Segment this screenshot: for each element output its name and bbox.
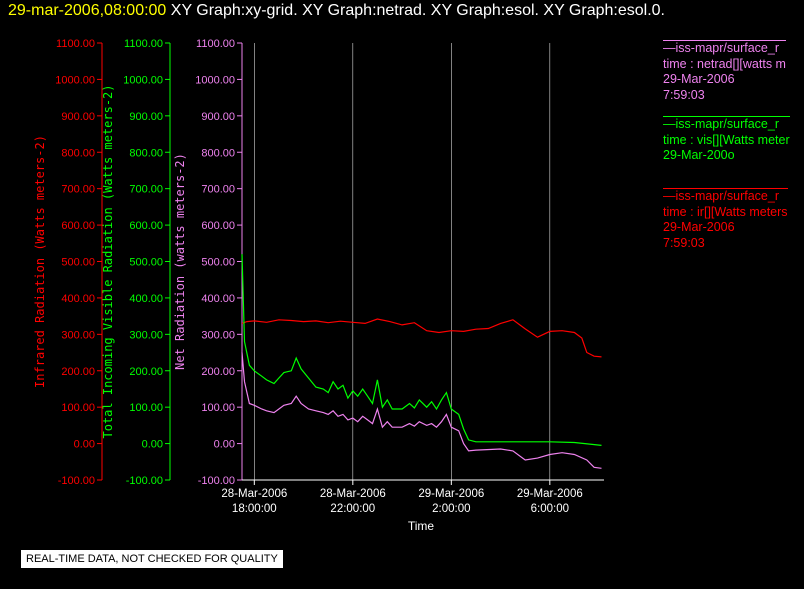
y-tick-label: 300.00 [129,329,163,341]
y-tick-label: 700.00 [129,184,163,196]
y-tick-label: 0.00 [74,439,95,451]
series-line-0 [241,318,602,358]
y-tick-label: 1100.00 [196,38,235,50]
y-tick-label: 800.00 [129,147,163,159]
header: 29-mar-2006,08:00:00 XY Graph:xy-grid. X… [8,2,665,20]
y-tick-label: 300.00 [201,329,235,341]
y-tick-label: 900.00 [129,111,163,123]
y-tick-label: 100.00 [61,402,95,414]
y-tick-label: 0.00 [214,439,235,451]
y-tick-label: 500.00 [129,257,163,269]
x-axis-label: Time [408,519,435,533]
quality-notice: REAL-TIME DATA, NOT CHECKED FOR QUALITY [21,550,283,568]
legend-entry-vis: —iss-mapr/surface_r time : vis[][Watts m… [663,116,790,164]
y-tick-label: 200.00 [129,366,163,378]
y-tick-label: 1000.00 [195,74,235,86]
y-tick-label: 1000.00 [123,74,163,86]
header-graph-list: XY Graph:xy-grid. XY Graph:netrad. XY Gr… [170,2,665,19]
y-tick-label: 800.00 [201,147,235,159]
y-tick-label: 200.00 [201,366,235,378]
x-tick-label: 6:00:00 [531,503,569,515]
x-tick-label: 29-Mar-2006 [418,488,484,500]
y-axis-label: Net Radiation (watts meters-2) [173,153,187,370]
legend-source: —iss-mapr/surface_r [663,188,788,205]
y-tick-label: 300.00 [61,329,95,341]
y-tick-label: 900.00 [201,111,235,123]
y-tick-label: 400.00 [129,293,163,305]
y-tick-label: 100.00 [129,402,163,414]
legend-source: —iss-mapr/surface_r [663,40,786,57]
y-tick-label: 800.00 [61,147,95,159]
y-tick-label: 400.00 [201,293,235,305]
y-tick-label: 700.00 [201,184,235,196]
y-tick-label: 600.00 [201,220,235,232]
y-tick-label: 400.00 [61,293,95,305]
legend-time: 7:59:03 [663,87,705,102]
series-line-2 [241,352,602,469]
series-line-1 [241,254,602,446]
y-tick-label: 900.00 [61,111,95,123]
legend-date: 29-Mar-2006 [663,72,735,86]
x-tick-label: 18:00:00 [232,503,277,515]
x-tick-label: 2:00:00 [432,503,470,515]
y-tick-label: 600.00 [129,220,163,232]
y-tick-label: 1100.00 [124,38,163,50]
x-tick-label: 28-Mar-2006 [320,488,386,500]
y-axis-label: Total Incoming Visible Radiation (Watts … [101,84,115,438]
y-tick-label: 100.00 [201,402,235,414]
legend-time: 7:59:03 [663,235,705,250]
y-tick-label: 500.00 [61,257,95,269]
legend-variable: time : netrad[][watts m [663,56,786,71]
y-tick-label: -100.00 [126,475,163,487]
legend-variable: time : ir[][Watts meters [663,204,788,219]
legend-entry-ir: —iss-mapr/surface_r time : ir[][Watts me… [663,188,788,251]
y-tick-label: 600.00 [61,220,95,232]
y-tick-label: 0.00 [142,439,163,451]
y-tick-label: -100.00 [58,475,95,487]
legend-source: —iss-mapr/surface_r [663,116,790,133]
y-tick-label: 200.00 [61,366,95,378]
y-tick-label: 700.00 [61,184,95,196]
legend-date: 29-Mar-2006 [663,220,735,234]
y-tick-label: 500.00 [201,257,235,269]
header-timestamp: 29-mar-2006,08:00:00 [8,2,167,19]
y-tick-label: 1100.00 [56,38,95,50]
y-axis-label: Infrared Radiation (Watts meters-2) [33,135,47,388]
legend-entry-netrad: —iss-mapr/surface_r time : netrad[][watt… [663,40,786,103]
legend-variable: time : vis[][Watts meter [663,132,790,147]
x-tick-label: 22:00:00 [330,503,375,515]
x-tick-label: 28-Mar-2006 [221,488,287,500]
y-tick-label: -100.00 [198,475,235,487]
x-tick-label: 29-Mar-2006 [517,488,583,500]
legend-date: 29-Mar-200o [663,148,735,162]
y-tick-label: 1000.00 [55,74,95,86]
